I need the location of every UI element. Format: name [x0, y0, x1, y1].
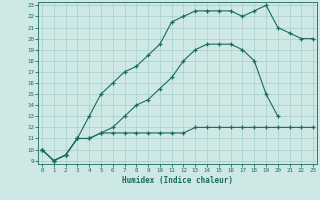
- X-axis label: Humidex (Indice chaleur): Humidex (Indice chaleur): [122, 176, 233, 185]
